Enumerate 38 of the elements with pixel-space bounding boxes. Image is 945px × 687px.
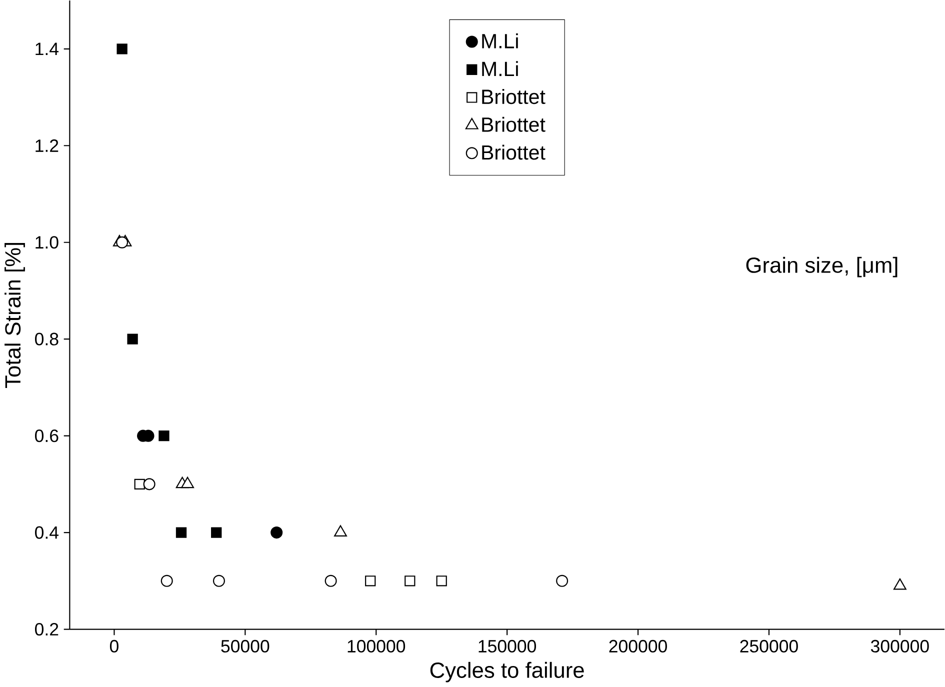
point [270,526,283,539]
y-tick-label: 1.2 [36,140,58,152]
x-tick-label: 250000 [740,640,798,653]
point [365,576,376,586]
point [176,527,187,538]
point [116,44,128,54]
point [134,478,145,490]
x-tick-label: 50000 [221,640,270,653]
x-tick-label: 300000 [870,640,929,653]
point [158,430,170,442]
point [324,574,337,588]
y-tick-label: 0.8 [35,332,58,346]
legend-label: M.Li [482,33,518,48]
point [211,527,222,538]
legend-label: Briottet [482,144,546,160]
point [436,576,447,586]
legend-label: Briottet [482,89,546,104]
y-axis-title: Total Strain [%] [4,243,25,388]
x-axis-title: Cycles to failure [430,662,584,682]
annotation: Grain size, [μm] [746,256,898,278]
x-tick-label: 0 [110,640,118,653]
point [404,576,416,586]
y-tick-label: 0.4 [35,526,59,539]
point [212,574,225,588]
point [127,334,138,344]
y-tick-label: 0.6 [35,430,58,442]
x-tick-label: 200000 [609,640,667,653]
y-tick-label: 0.2 [35,623,58,636]
y-tick-label: 1.4 [36,42,59,56]
legend-label: M.Li [482,61,518,76]
point [556,574,568,588]
point [143,478,156,490]
legend-label: Briottet [482,116,546,132]
x-tick-label: 100000 [348,640,406,653]
x-tick-label: 150000 [478,640,536,653]
point [116,236,128,248]
point [160,574,173,588]
y-tick-label: 1.0 [36,236,58,249]
